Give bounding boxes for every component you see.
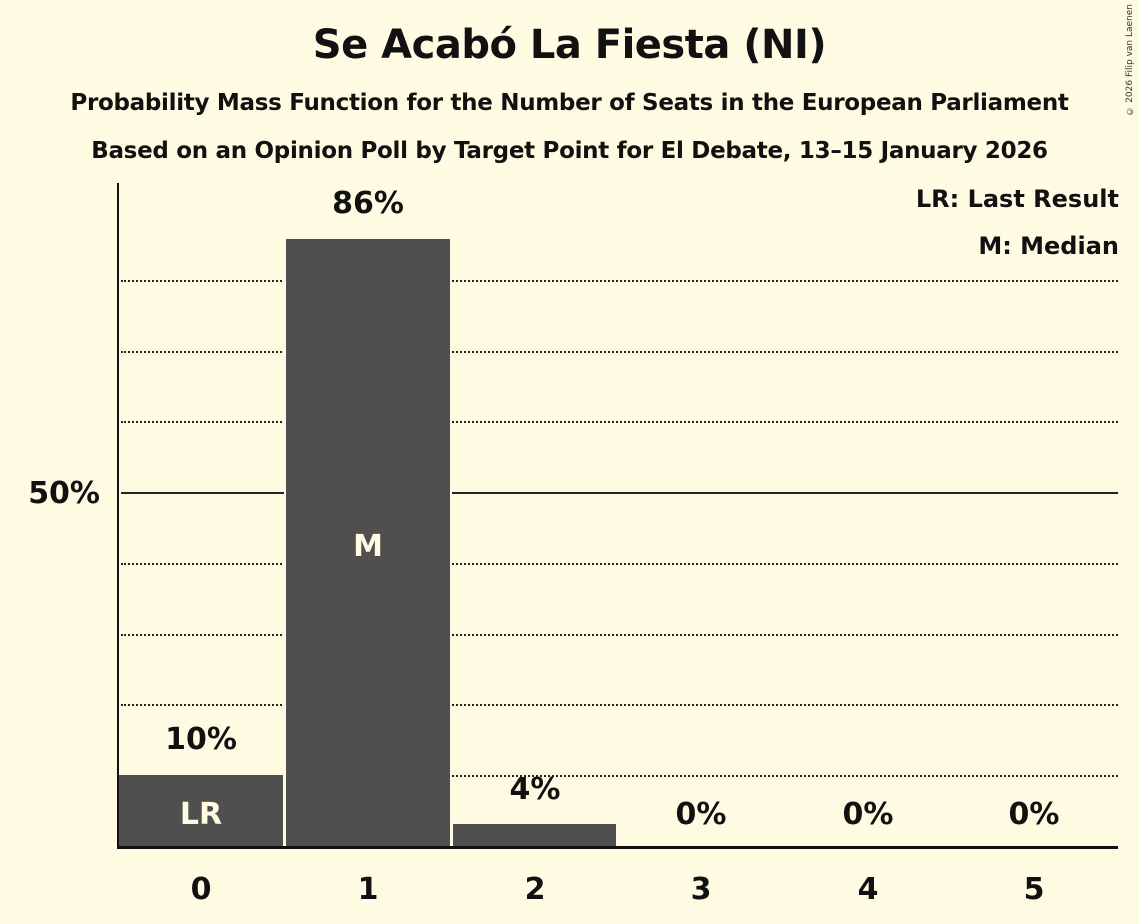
x-axis xyxy=(117,846,1118,849)
gridline-80 xyxy=(121,280,1118,282)
gridline-30 xyxy=(121,634,1118,636)
chart-source: Based on an Opinion Poll by Target Point… xyxy=(91,138,1048,164)
gridline-10 xyxy=(121,775,1118,777)
legend-median: M: Median xyxy=(978,232,1119,260)
x-tick-3: 3 xyxy=(690,872,712,907)
gridline-70 xyxy=(121,351,1118,353)
last-result-marker: LR xyxy=(179,797,223,832)
bar-2 xyxy=(451,822,618,849)
gridline-50 xyxy=(121,492,1118,494)
bar-1: M xyxy=(284,237,452,849)
gridline-40 xyxy=(121,563,1118,565)
chart-title: Se Acabó La Fiesta (NI) xyxy=(312,22,827,68)
bar-4-value: 0% xyxy=(842,797,894,832)
chart-subtitle: Probability Mass Function for the Number… xyxy=(70,90,1069,116)
bar-3-value: 0% xyxy=(675,797,727,832)
x-tick-5: 5 xyxy=(1023,872,1045,907)
bar-0-value: 10% xyxy=(165,722,237,757)
legend-last-result: LR: Last Result xyxy=(915,185,1119,213)
gridline-20 xyxy=(121,704,1118,706)
bar-0: LR xyxy=(117,773,285,849)
x-tick-0: 0 xyxy=(190,872,212,907)
y-axis xyxy=(117,183,119,849)
bar-1-value: 86% xyxy=(332,186,404,221)
bar-2-value: 4% xyxy=(509,772,561,807)
x-tick-1: 1 xyxy=(357,872,379,907)
x-tick-4: 4 xyxy=(857,872,879,907)
median-marker: M xyxy=(353,529,383,564)
y-tick-50: 50% xyxy=(28,476,100,511)
gridline-60 xyxy=(121,421,1118,423)
bar-5-value: 0% xyxy=(1008,797,1060,832)
x-tick-2: 2 xyxy=(524,872,546,907)
